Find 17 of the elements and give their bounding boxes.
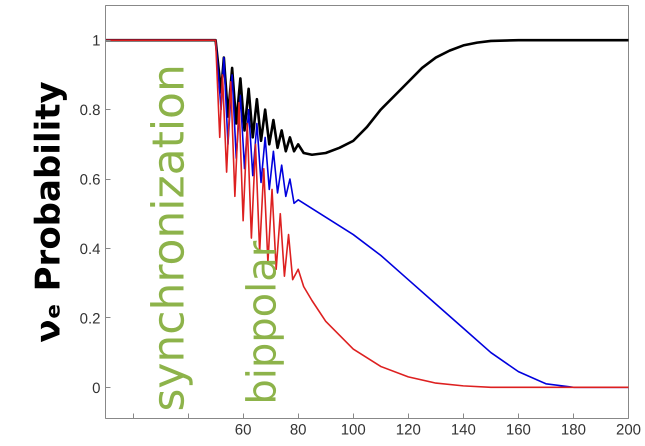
x-tick-label: 160 [506, 422, 531, 438]
x-tick-label: 100 [340, 422, 366, 438]
y-tick-label: 0.2 [80, 310, 101, 328]
x-tick-label: 200 [616, 422, 642, 438]
annotation: bippolar [239, 240, 286, 405]
y-tick-label: 1 [92, 32, 100, 50]
y-tick-label: 0 [92, 380, 100, 397]
y-tick-label: 0.4 [80, 240, 101, 258]
x-tick-label: 120 [396, 422, 421, 438]
x-tick-label: 80 [290, 422, 307, 438]
x-tick-label: 140 [450, 422, 476, 438]
y-tick-label: 0.6 [80, 172, 101, 189]
y-tick-label: 0.8 [80, 102, 101, 120]
annotation: synchronization [143, 64, 194, 412]
y-axis-title: νₑ Probability [28, 81, 69, 343]
x-tick-label: 60 [234, 422, 252, 438]
x-tick-label: 180 [560, 422, 586, 438]
